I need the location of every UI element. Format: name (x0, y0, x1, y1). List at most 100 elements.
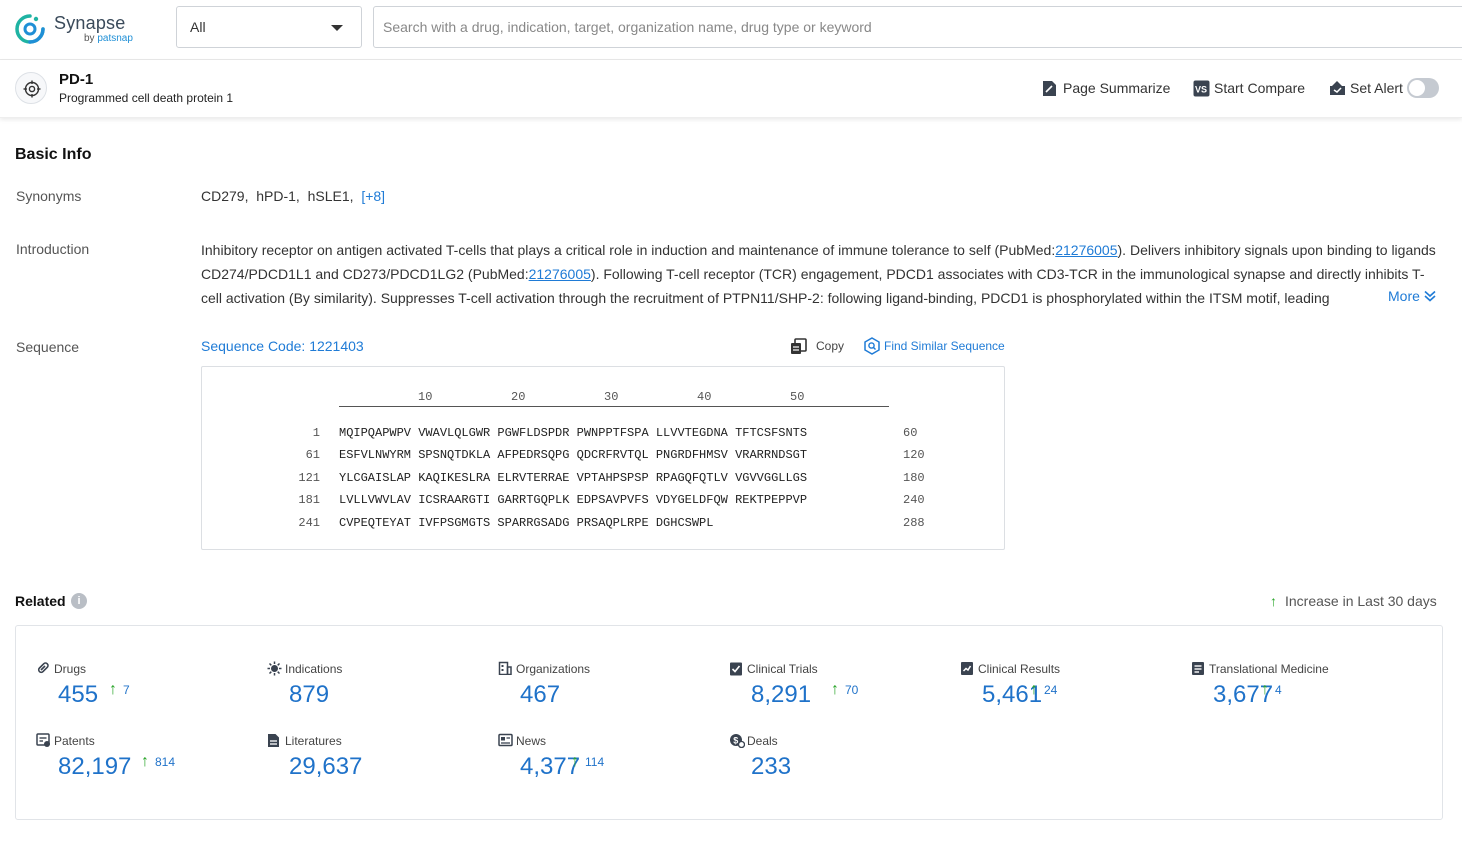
stat-indications[interactable]: Indications 879 (267, 661, 487, 721)
page-subtitle: Programmed cell death protein 1 (59, 91, 233, 105)
ruler-tick: 50 (790, 390, 804, 404)
synapse-logo[interactable]: Synapse by patsnap (14, 11, 134, 47)
sequence-row: 181 LVLLVWVLAV ICSRAARGTI GARRTGQPLK EDP… (202, 493, 1002, 511)
search-scope-select[interactable]: All (176, 6, 362, 48)
svg-text:VS: VS (1195, 85, 1207, 95)
deals-icon: $ (729, 733, 745, 748)
stat-value: 233 (751, 753, 791, 781)
stat-label: Clinical Trials (747, 662, 818, 676)
stat-clinical-trials[interactable]: Clinical Trials 8,291 ↑70 (729, 661, 949, 721)
introduction-fade (1340, 286, 1390, 308)
brand-byline: by patsnap (84, 33, 133, 44)
sequence-ruler: 10 20 30 40 50 (339, 389, 889, 407)
sequence-row: 61 ESFVLNWYRM SPSNQTDKLA AFPEDRSQPG QDCR… (202, 448, 1002, 466)
entity-header: PD-1 Programmed cell death protein 1 Pag… (0, 60, 1462, 118)
search-input[interactable] (383, 7, 1383, 47)
stat-increase: ↑70 (831, 681, 858, 699)
caret-down-icon (331, 25, 343, 31)
stat-label: Translational Medicine (1209, 662, 1329, 676)
stat-value: 8,291 (751, 681, 811, 709)
introduction-label: Introduction (16, 241, 89, 257)
synonym-item: CD279, (201, 188, 248, 204)
sequence-viewer: 10 20 30 40 50 1 MQIPQAPWPV VWAVLQLGWR P… (201, 366, 1005, 550)
page-title: PD-1 (59, 71, 93, 88)
copy-icon (790, 338, 807, 355)
ruler-tick: 20 (511, 390, 525, 404)
pill-icon (36, 661, 50, 675)
double-chevron-down-icon (1424, 290, 1436, 302)
stat-increase: ↑7 (109, 681, 130, 699)
stat-label: Drugs (54, 662, 86, 676)
summarize-icon (1042, 80, 1057, 97)
related-stats-panel: Drugs 455 ↑7 Indications 879 Organizatio… (15, 625, 1443, 820)
introduction-text: Inhibitory receptor on antigen activated… (201, 238, 1441, 310)
sequence-row: 241 CVPEQTEYAT IVFPSGMGTS SPARRGSADG PRS… (202, 516, 1002, 534)
stat-value: 455 (58, 681, 98, 709)
arrow-up-icon: ↑ (141, 753, 149, 770)
introduction-more-button[interactable]: More (1388, 288, 1436, 304)
stat-literatures[interactable]: Literatures 29,637 (267, 733, 487, 793)
document-icon (1191, 661, 1205, 676)
arrow-up-icon: ↑ (109, 681, 117, 698)
toggle-knob (1409, 80, 1425, 96)
alert-icon (1329, 80, 1346, 96)
stat-label: Patents (54, 734, 95, 748)
info-icon[interactable]: i (71, 593, 87, 609)
compare-icon: VS (1193, 80, 1210, 97)
search-scope-value: All (190, 19, 206, 35)
set-alert-label: Set Alert (1350, 80, 1403, 96)
stat-value: 467 (520, 681, 560, 709)
news-icon (498, 733, 513, 747)
stat-label: Literatures (285, 734, 342, 748)
sequence-row: 1 MQIPQAPWPV VWAVLQLGWR PGWFLDSPDR PWNPP… (202, 426, 1002, 444)
synapse-logo-icon (14, 13, 46, 45)
basic-info-heading: Basic Info (15, 146, 91, 164)
start-compare-label: Start Compare (1214, 80, 1305, 96)
results-icon (960, 661, 974, 676)
sequence-row: 121 YLCGAISLAP KAQIKESLRA ELRVTERRAE VPT… (202, 471, 1002, 489)
stat-increase: ↑4 (1261, 681, 1282, 699)
pubmed-link[interactable]: 21276005 (529, 266, 591, 282)
patent-icon (36, 733, 51, 748)
stat-organizations[interactable]: Organizations 467 (498, 661, 718, 721)
synonyms-label: Synonyms (16, 188, 81, 204)
arrow-up-icon: ↑ (1270, 593, 1277, 609)
stat-increase: ↑114 (571, 753, 604, 771)
synonyms-more-link[interactable]: [+8] (361, 188, 385, 204)
stat-increase: ↑24 (1030, 681, 1057, 699)
ruler-tick: 10 (418, 390, 432, 404)
stat-clinical-results[interactable]: Clinical Results 5,461 ↑24 (960, 661, 1180, 721)
set-alert-toggle[interactable] (1407, 78, 1439, 98)
stat-value: 82,197 (58, 753, 131, 781)
arrow-up-icon: ↑ (571, 753, 579, 770)
ruler-tick: 30 (604, 390, 618, 404)
stat-label: News (516, 734, 546, 748)
stat-deals[interactable]: $ Deals 233 (729, 733, 949, 793)
stat-drugs[interactable]: Drugs 455 ↑7 (36, 661, 256, 721)
page-summarize-label: Page Summarize (1063, 80, 1170, 96)
stat-label: Clinical Results (978, 662, 1060, 676)
top-bar: Synapse by patsnap All (0, 0, 1462, 60)
stat-label: Indications (285, 662, 342, 676)
arrow-up-icon: ↑ (1030, 681, 1038, 698)
synonym-item: hSLE1, (308, 188, 354, 204)
search-box[interactable] (373, 6, 1462, 48)
copy-label: Copy (816, 339, 844, 353)
sequence-code-link[interactable]: Sequence Code: 1221403 (201, 338, 364, 354)
increase-legend: ↑Increase in Last 30 days (1270, 593, 1437, 609)
synonym-item: hPD-1, (256, 188, 300, 204)
building-icon (498, 661, 512, 675)
stat-value: 879 (289, 681, 329, 709)
stat-translational-medicine[interactable]: Translational Medicine 3,677 ↑4 (1191, 661, 1411, 721)
pubmed-link[interactable]: 21276005 (1055, 242, 1117, 258)
find-similar-icon (863, 337, 881, 355)
stat-patents[interactable]: Patents 82,197 ↑814 (36, 733, 256, 793)
svg-text:$: $ (733, 736, 738, 746)
stat-news[interactable]: News 4,377 ↑114 (498, 733, 718, 793)
synonyms-list: CD279, hPD-1, hSLE1, [+8] (201, 188, 385, 204)
stat-label: Organizations (516, 662, 590, 676)
ruler-tick: 40 (697, 390, 711, 404)
clipboard-icon (729, 661, 743, 676)
virus-icon (267, 661, 282, 676)
literature-icon (267, 733, 280, 748)
